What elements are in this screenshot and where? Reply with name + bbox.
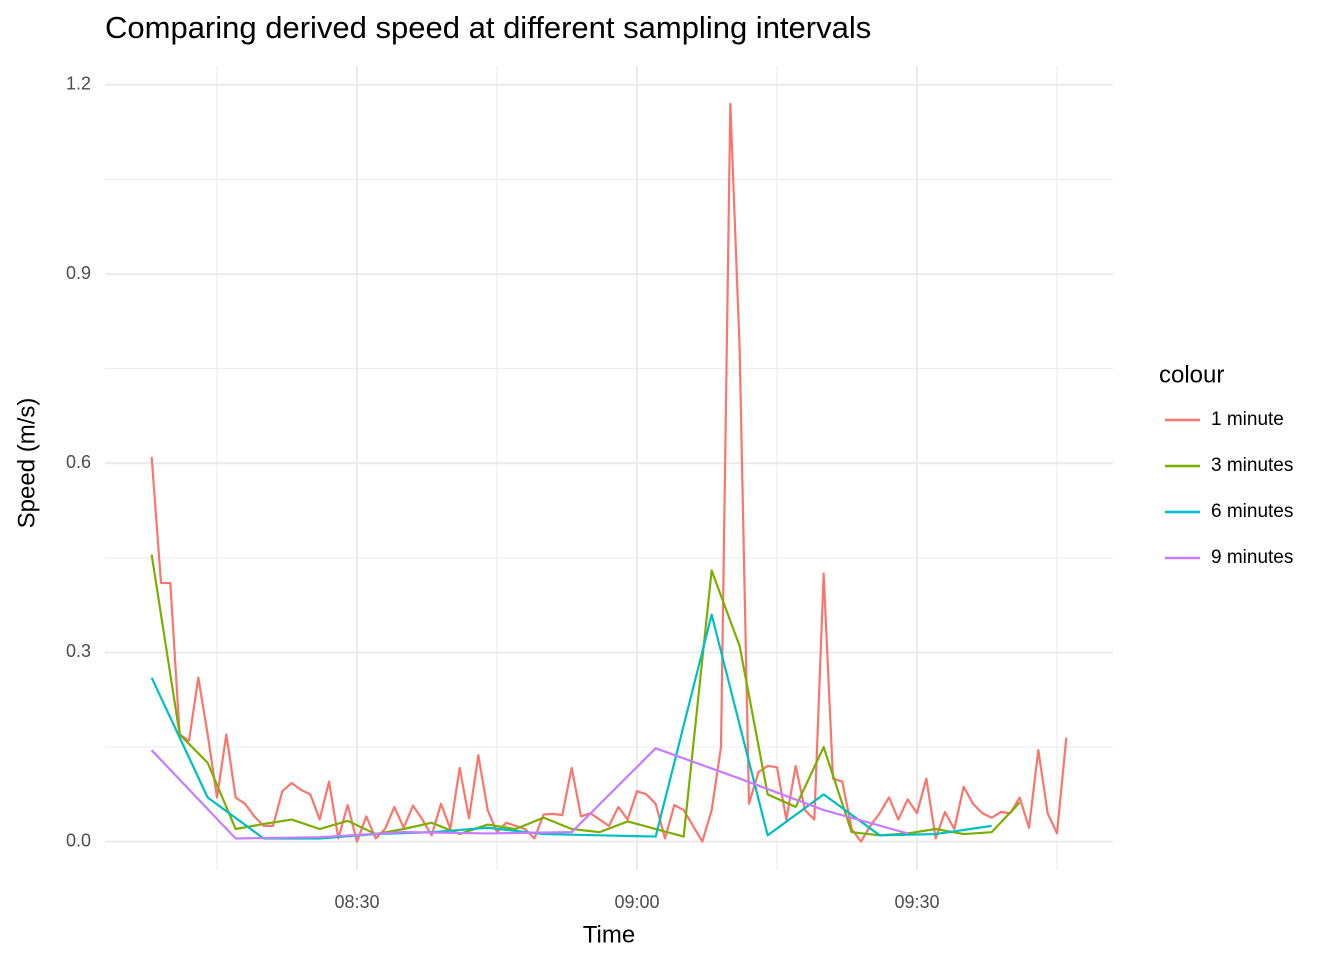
x-tick-label: 09:30 xyxy=(894,892,939,912)
legend-label: 9 minutes xyxy=(1211,547,1293,568)
y-axis-title: Speed (m/s) xyxy=(13,398,40,529)
y-tick-label: 0.0 xyxy=(66,830,91,850)
y-tick-label: 0.3 xyxy=(66,641,91,661)
x-tick-label: 09:00 xyxy=(614,892,659,912)
chart-title: Comparing derived speed at different sam… xyxy=(105,10,871,45)
series-line xyxy=(150,102,1068,843)
y-tick-label: 0.6 xyxy=(66,452,91,472)
y-tick-label: 1.2 xyxy=(66,74,91,94)
legend-label: 3 minutes xyxy=(1211,455,1293,476)
legend-label: 1 minute xyxy=(1211,409,1284,430)
series-line xyxy=(150,554,1021,838)
series-line xyxy=(150,747,908,840)
legend-title: colour xyxy=(1159,361,1224,388)
legend-label: 6 minutes xyxy=(1211,501,1293,522)
y-tick-label: 0.9 xyxy=(66,263,91,283)
x-axis-title: Time xyxy=(583,921,635,948)
x-tick-label: 08:30 xyxy=(334,892,379,912)
